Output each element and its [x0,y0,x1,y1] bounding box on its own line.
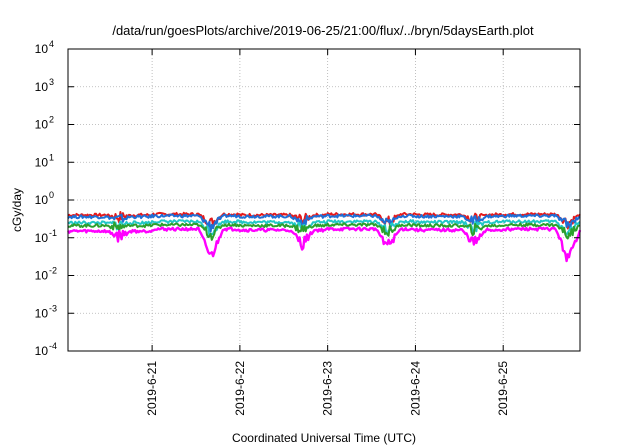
y-tick-exponent: 4 [49,39,54,49]
chart-title: /data/run/goesPlots/archive/2019-06-25/2… [112,23,534,38]
series-layer [67,211,582,263]
x-tick-label: 2019-6-24 [408,361,422,416]
y-tick-label: 10 [35,193,49,207]
y-tick-exponent: -1 [49,228,57,238]
y-tick-label: 10 [35,231,49,245]
y-tick-exponent: -2 [49,266,57,276]
x-tick-label: 2019-6-25 [496,361,510,416]
y-tick-exponent: 3 [49,77,54,87]
series-line-2 [67,213,581,233]
x-tick-label: 2019-6-21 [145,361,159,416]
x-tick-label: 2019-6-23 [321,361,335,416]
y-tick-exponent: 0 [49,190,54,200]
y-tick-exponent: 2 [49,115,54,125]
series-line-4 [67,221,581,241]
x-tick-label: 2019-6-22 [233,361,247,416]
y-tick-label: 10 [35,306,49,320]
y-tick-exponent: -3 [49,303,57,313]
y-tick-label: 10 [35,155,49,169]
y-tick-label: 10 [35,80,49,94]
y-axis-label: cGy/day [10,188,24,232]
y-tick-label: 10 [35,42,49,56]
y-tick-exponent: 1 [49,152,54,162]
y-tick-exponent: -4 [49,341,57,351]
y-tick-label: 10 [35,118,49,132]
series-line-3 [67,219,581,238]
grid-layer [68,48,580,352]
x-axis-label: Coordinated Universal Time (UTC) [232,431,416,445]
y-tick-label: 10 [35,344,49,358]
series-line-5 [67,226,582,263]
y-tick-label: 10 [35,269,49,283]
